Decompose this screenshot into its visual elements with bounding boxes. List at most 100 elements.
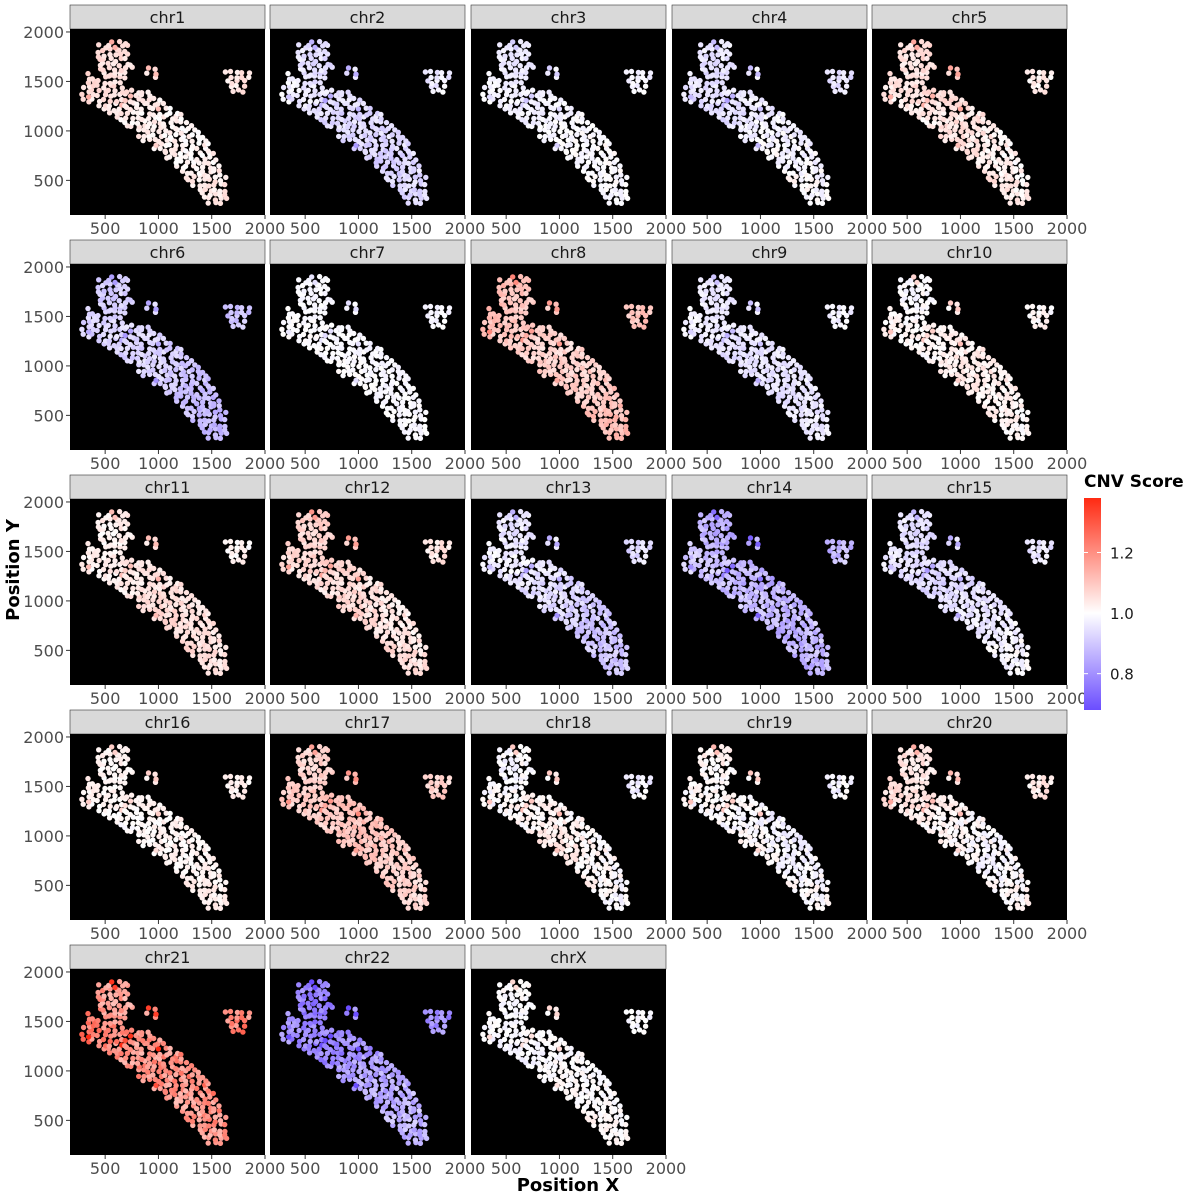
spot-point — [804, 421, 810, 428]
spot-point — [924, 119, 930, 126]
spot-point — [399, 152, 405, 159]
spot-point — [567, 154, 574, 160]
spot-point — [394, 166, 400, 172]
spot-point — [141, 133, 147, 140]
spot-point — [230, 323, 236, 330]
spot-point — [107, 80, 113, 87]
spot-point — [801, 168, 808, 175]
spot-point — [590, 613, 597, 619]
spot-point — [151, 358, 157, 364]
spot-point — [189, 178, 196, 185]
spot-point — [568, 580, 574, 586]
spot-point — [416, 633, 422, 639]
spot-point — [813, 422, 819, 428]
spot-point — [301, 53, 307, 59]
spot-point — [222, 423, 228, 430]
spot-point — [95, 547, 101, 554]
x-tick-label: 2000 — [646, 454, 687, 473]
spot-point — [752, 112, 759, 118]
spot-point — [172, 608, 178, 614]
spot-point — [606, 408, 612, 414]
spot-point — [540, 345, 546, 351]
spot-point — [1007, 395, 1014, 401]
spot-point — [372, 608, 378, 614]
spot-point — [708, 345, 715, 351]
spot-point — [768, 154, 775, 160]
spot-point — [990, 170, 996, 176]
spot-point — [146, 590, 153, 597]
spot-point — [495, 82, 501, 88]
spot-point — [775, 361, 781, 367]
spot-point — [558, 567, 564, 573]
spot-point — [647, 70, 654, 76]
spot-point — [537, 133, 543, 140]
spot-point — [1007, 383, 1013, 389]
spot-point — [613, 191, 620, 197]
spot-point — [682, 319, 689, 326]
spot-point — [481, 554, 488, 561]
spot-point — [100, 67, 106, 73]
x-tick-label: 1000 — [539, 689, 580, 708]
spot-point — [780, 351, 786, 357]
spot-point — [162, 148, 168, 154]
spot-point — [100, 566, 107, 573]
spot-point — [807, 383, 813, 389]
spot-point — [122, 103, 128, 109]
spot-point — [517, 282, 523, 288]
spot-point — [523, 75, 529, 81]
spot-point — [887, 305, 893, 312]
spot-point — [405, 670, 411, 676]
x-tick-label: 1500 — [993, 219, 1034, 238]
spot-point — [122, 573, 128, 579]
spot-point — [318, 117, 324, 123]
spot-point — [217, 188, 223, 194]
spot-point — [350, 602, 356, 608]
spot-point — [96, 42, 102, 48]
spot-point — [116, 341, 122, 347]
spot-point — [507, 110, 514, 116]
spot-point — [780, 365, 786, 371]
spot-point — [920, 67, 926, 74]
spot-point — [352, 536, 358, 542]
spot-point — [975, 366, 981, 373]
spot-point — [552, 123, 558, 129]
spot-point — [803, 429, 810, 435]
spot-point — [981, 360, 987, 366]
spot-point — [334, 336, 340, 342]
spot-point — [182, 398, 189, 404]
spot-point — [422, 69, 429, 75]
spot-point — [748, 350, 754, 357]
spot-point — [824, 69, 831, 75]
spot-point — [246, 74, 252, 81]
spot-point — [188, 358, 195, 364]
spot-point — [754, 301, 760, 307]
spot-point — [753, 119, 760, 125]
spot-point — [377, 386, 383, 392]
spot-point — [936, 120, 943, 127]
spot-point — [105, 530, 111, 536]
spot-point — [968, 142, 974, 148]
spot-point — [422, 188, 428, 195]
spot-point — [579, 116, 585, 122]
spot-point — [955, 306, 961, 312]
spot-point — [309, 39, 315, 45]
spot-point — [936, 336, 942, 342]
spot-point — [422, 651, 428, 658]
spot-point — [758, 128, 764, 135]
spot-point — [151, 593, 157, 599]
spot-point — [980, 130, 986, 136]
spot-point — [183, 645, 190, 651]
spot-point — [206, 183, 212, 189]
spot-point — [531, 350, 537, 357]
spot-point — [513, 293, 520, 300]
spot-point — [412, 426, 419, 432]
spot-point — [301, 320, 307, 326]
facet-strip-label: chr8 — [551, 243, 587, 262]
spot-point — [94, 317, 100, 323]
spot-point — [139, 560, 145, 566]
spot-point — [691, 311, 697, 317]
spot-point — [765, 105, 771, 111]
spot-point — [799, 187, 805, 193]
spot-point — [211, 187, 217, 193]
spot-point — [606, 383, 612, 389]
